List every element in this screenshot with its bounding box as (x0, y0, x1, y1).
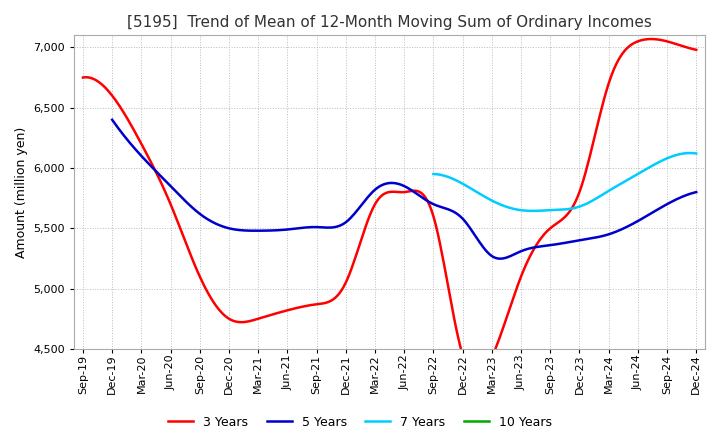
7 Years (429, 172, 438, 177)
5 Years (108, 117, 117, 122)
3 Years (441, 272, 450, 278)
3 Years (444, 283, 452, 289)
7 Years (692, 151, 701, 156)
7 Years (668, 154, 677, 159)
5 Years (639, 215, 648, 220)
7 Years (430, 172, 438, 177)
5 Years (602, 232, 611, 238)
3 Years (78, 75, 87, 80)
Line: 7 Years: 7 Years (433, 153, 696, 211)
7 Years (652, 161, 660, 166)
7 Years (591, 197, 600, 202)
5 Years (110, 120, 119, 125)
3 Years (636, 38, 645, 43)
7 Years (586, 199, 595, 204)
3 Years (81, 75, 89, 80)
7 Years (528, 208, 537, 213)
3 Years (692, 47, 701, 52)
5 Years (454, 212, 462, 217)
7 Years (685, 150, 694, 156)
5 Years (497, 256, 505, 261)
3 Years (647, 37, 655, 42)
Title: [5195]  Trend of Mean of 12-Month Moving Sum of Ordinary Incomes: [5195] Trend of Mean of 12-Month Moving … (127, 15, 652, 30)
5 Years (456, 213, 464, 219)
Y-axis label: Amount (million yen): Amount (million yen) (15, 126, 28, 258)
3 Years (454, 336, 463, 341)
3 Years (472, 374, 481, 379)
3 Years (598, 105, 606, 110)
Line: 3 Years: 3 Years (83, 39, 696, 376)
Line: 5 Years: 5 Years (112, 120, 696, 259)
5 Years (465, 225, 474, 230)
Legend: 3 Years, 5 Years, 7 Years, 10 Years: 3 Years, 5 Years, 7 Years, 10 Years (163, 411, 557, 434)
5 Years (692, 190, 701, 195)
7 Years (585, 199, 594, 205)
